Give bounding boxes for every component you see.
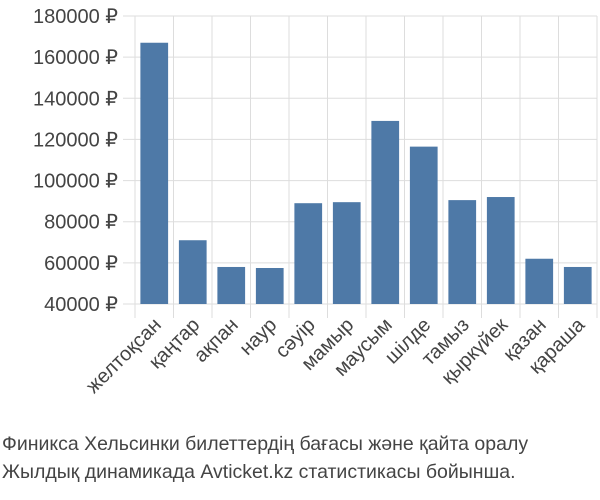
bar-10 <box>486 197 515 304</box>
y-tick-label: 80000 ₽ <box>44 212 118 234</box>
bar-chart: 40000 ₽ 60000 ₽ 80000 ₽ 100000 ₽ 120000 ₽ 140… <box>33 6 598 398</box>
bar-4 <box>255 268 284 304</box>
y-axis: 40000 ₽ 60000 ₽ 80000 ₽ 100000 ₽ 120000 ₽ 140… <box>33 6 118 316</box>
y-tick-label: 100000 ₽ <box>33 171 118 193</box>
bar-1 <box>140 42 169 304</box>
x-tick-label: наур <box>235 314 281 360</box>
bar-11 <box>525 258 554 304</box>
y-tick-label: 160000 ₽ <box>33 47 118 69</box>
bar-2 <box>178 240 207 304</box>
bar-5 <box>294 203 323 304</box>
bar-7 <box>371 120 400 305</box>
y-tick-label: 60000 ₽ <box>44 253 118 275</box>
x-axis: желтоқсанқаңтарақпаннаурсәуірмамырмаусым… <box>82 313 590 397</box>
x-tick-label: ақпан <box>190 314 243 367</box>
caption-line-2: Жылдық динамикада Avticket.kz статистика… <box>2 461 516 483</box>
y-tick-label: 180000 ₽ <box>33 6 118 28</box>
grid-lines <box>123 15 598 318</box>
caption-line-1: Финикса Хельсинки билеттердің бағасы жән… <box>2 433 529 455</box>
y-tick-label: 40000 ₽ <box>44 294 118 316</box>
bar-8 <box>409 146 438 304</box>
bar-6 <box>332 202 361 304</box>
y-tick-label: 140000 ₽ <box>33 88 118 110</box>
chart-caption: Финикса Хельсинки билеттердің бағасы жән… <box>2 430 600 486</box>
bar-12 <box>563 266 592 304</box>
bar-9 <box>448 200 477 304</box>
y-tick-label: 120000 ₽ <box>33 129 118 151</box>
bars <box>140 42 592 305</box>
bar-3 <box>217 266 246 304</box>
